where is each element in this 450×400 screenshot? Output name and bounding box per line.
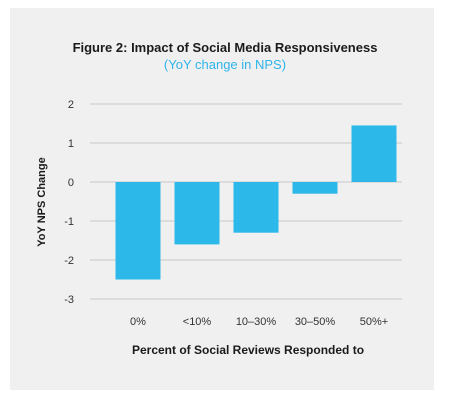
bar — [351, 125, 397, 182]
bars — [115, 125, 397, 280]
bar — [292, 182, 338, 194]
bar — [233, 182, 279, 233]
y-tick-label: -1 — [64, 216, 74, 228]
chart-subtitle: (YoY change in NPS) — [163, 57, 287, 72]
x-tick-label: 50%+ — [360, 316, 388, 328]
x-tick-labels: 0% <10% 10–30% 30–50% 50%+ — [130, 316, 388, 328]
y-tick-label: -3 — [64, 294, 74, 306]
x-tick-label: 30–50% — [295, 316, 336, 328]
y-tick-labels: 2 1 0 -1 -2 -3 — [64, 99, 74, 306]
y-tick-label: 2 — [68, 99, 74, 111]
bar — [115, 182, 161, 280]
y-tick-label: -2 — [64, 255, 74, 267]
chart-title: Figure 2: Impact of Social Media Respons… — [72, 40, 378, 55]
x-tick-label: 0% — [130, 316, 146, 328]
y-tick-label: 1 — [68, 138, 74, 150]
x-tick-label: <10% — [183, 316, 212, 328]
y-tick-label: 0 — [68, 177, 74, 189]
x-tick-label: 10–30% — [236, 316, 277, 328]
x-axis-label: Percent of Social Reviews Responded to — [131, 343, 365, 357]
bar — [174, 182, 220, 245]
chart-panel — [10, 8, 434, 390]
